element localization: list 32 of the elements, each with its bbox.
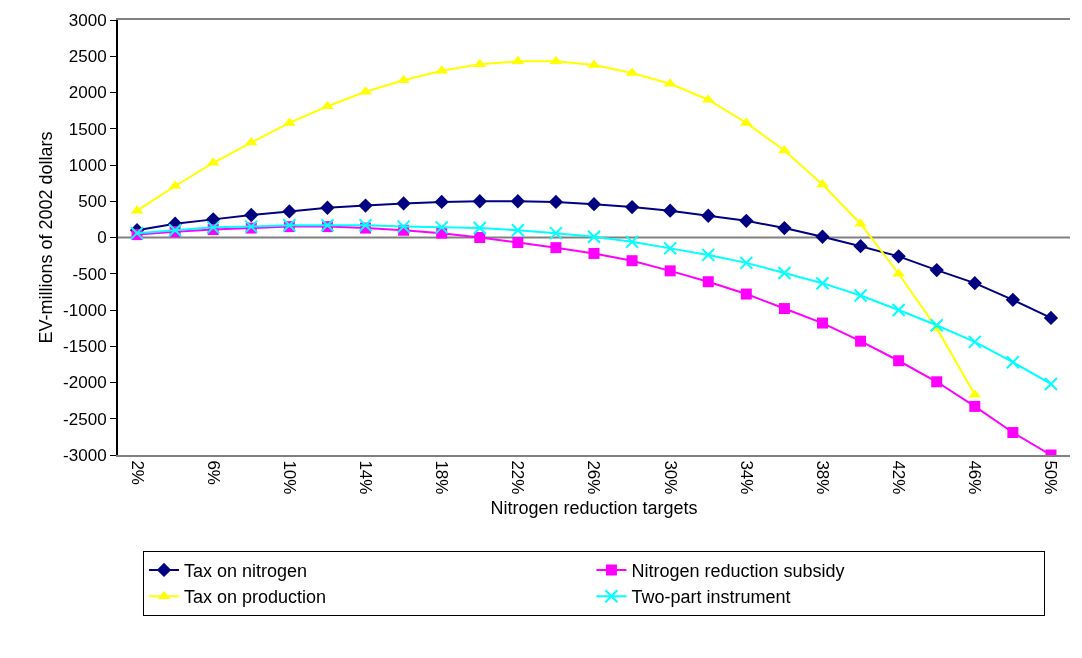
x-tick-label: 18% — [432, 460, 452, 495]
legend-label: Two-part instrument — [631, 587, 791, 608]
legend-label: Nitrogen reduction subsidy — [631, 560, 845, 581]
y-tick-label: 1000 — [68, 155, 107, 175]
x-tick-label: 22% — [508, 460, 528, 495]
y-tick-label: 2500 — [68, 47, 107, 67]
y-tick-label: -2500 — [63, 409, 107, 429]
y-tick-label: -2000 — [63, 373, 107, 393]
x-axis-title: Nitrogen reduction targets — [490, 498, 698, 519]
y-tick-label: 500 — [78, 192, 107, 212]
legend-label: Tax on production — [184, 587, 327, 608]
x-tick-label: 34% — [736, 460, 756, 495]
x-tick-label: 2% — [127, 460, 147, 485]
legend-label: Tax on nitrogen — [184, 560, 308, 581]
y-tick-label: -3000 — [63, 445, 107, 465]
y-tick-label: 0 — [97, 228, 107, 248]
x-tick-label: 6% — [203, 460, 223, 485]
y-tick-label: -1000 — [63, 300, 107, 320]
y-tick-label: 3000 — [68, 10, 107, 30]
x-tick-label: 10% — [279, 460, 299, 495]
x-tick-label: 38% — [812, 460, 832, 495]
y-axis-title: EV-millions of 2002 dollars — [35, 131, 56, 344]
x-tick-label: 46% — [965, 460, 985, 495]
y-tick-label: 2000 — [68, 83, 107, 103]
y-tick-label: -500 — [72, 264, 107, 284]
x-tick-label: 50% — [1041, 460, 1061, 495]
x-tick-label: 30% — [660, 460, 680, 495]
x-tick-label: 26% — [584, 460, 604, 495]
y-tick-label: -1500 — [63, 337, 107, 357]
x-tick-label: 14% — [355, 460, 375, 495]
x-tick-label: 42% — [889, 460, 909, 495]
y-tick-label: 1500 — [68, 119, 107, 139]
